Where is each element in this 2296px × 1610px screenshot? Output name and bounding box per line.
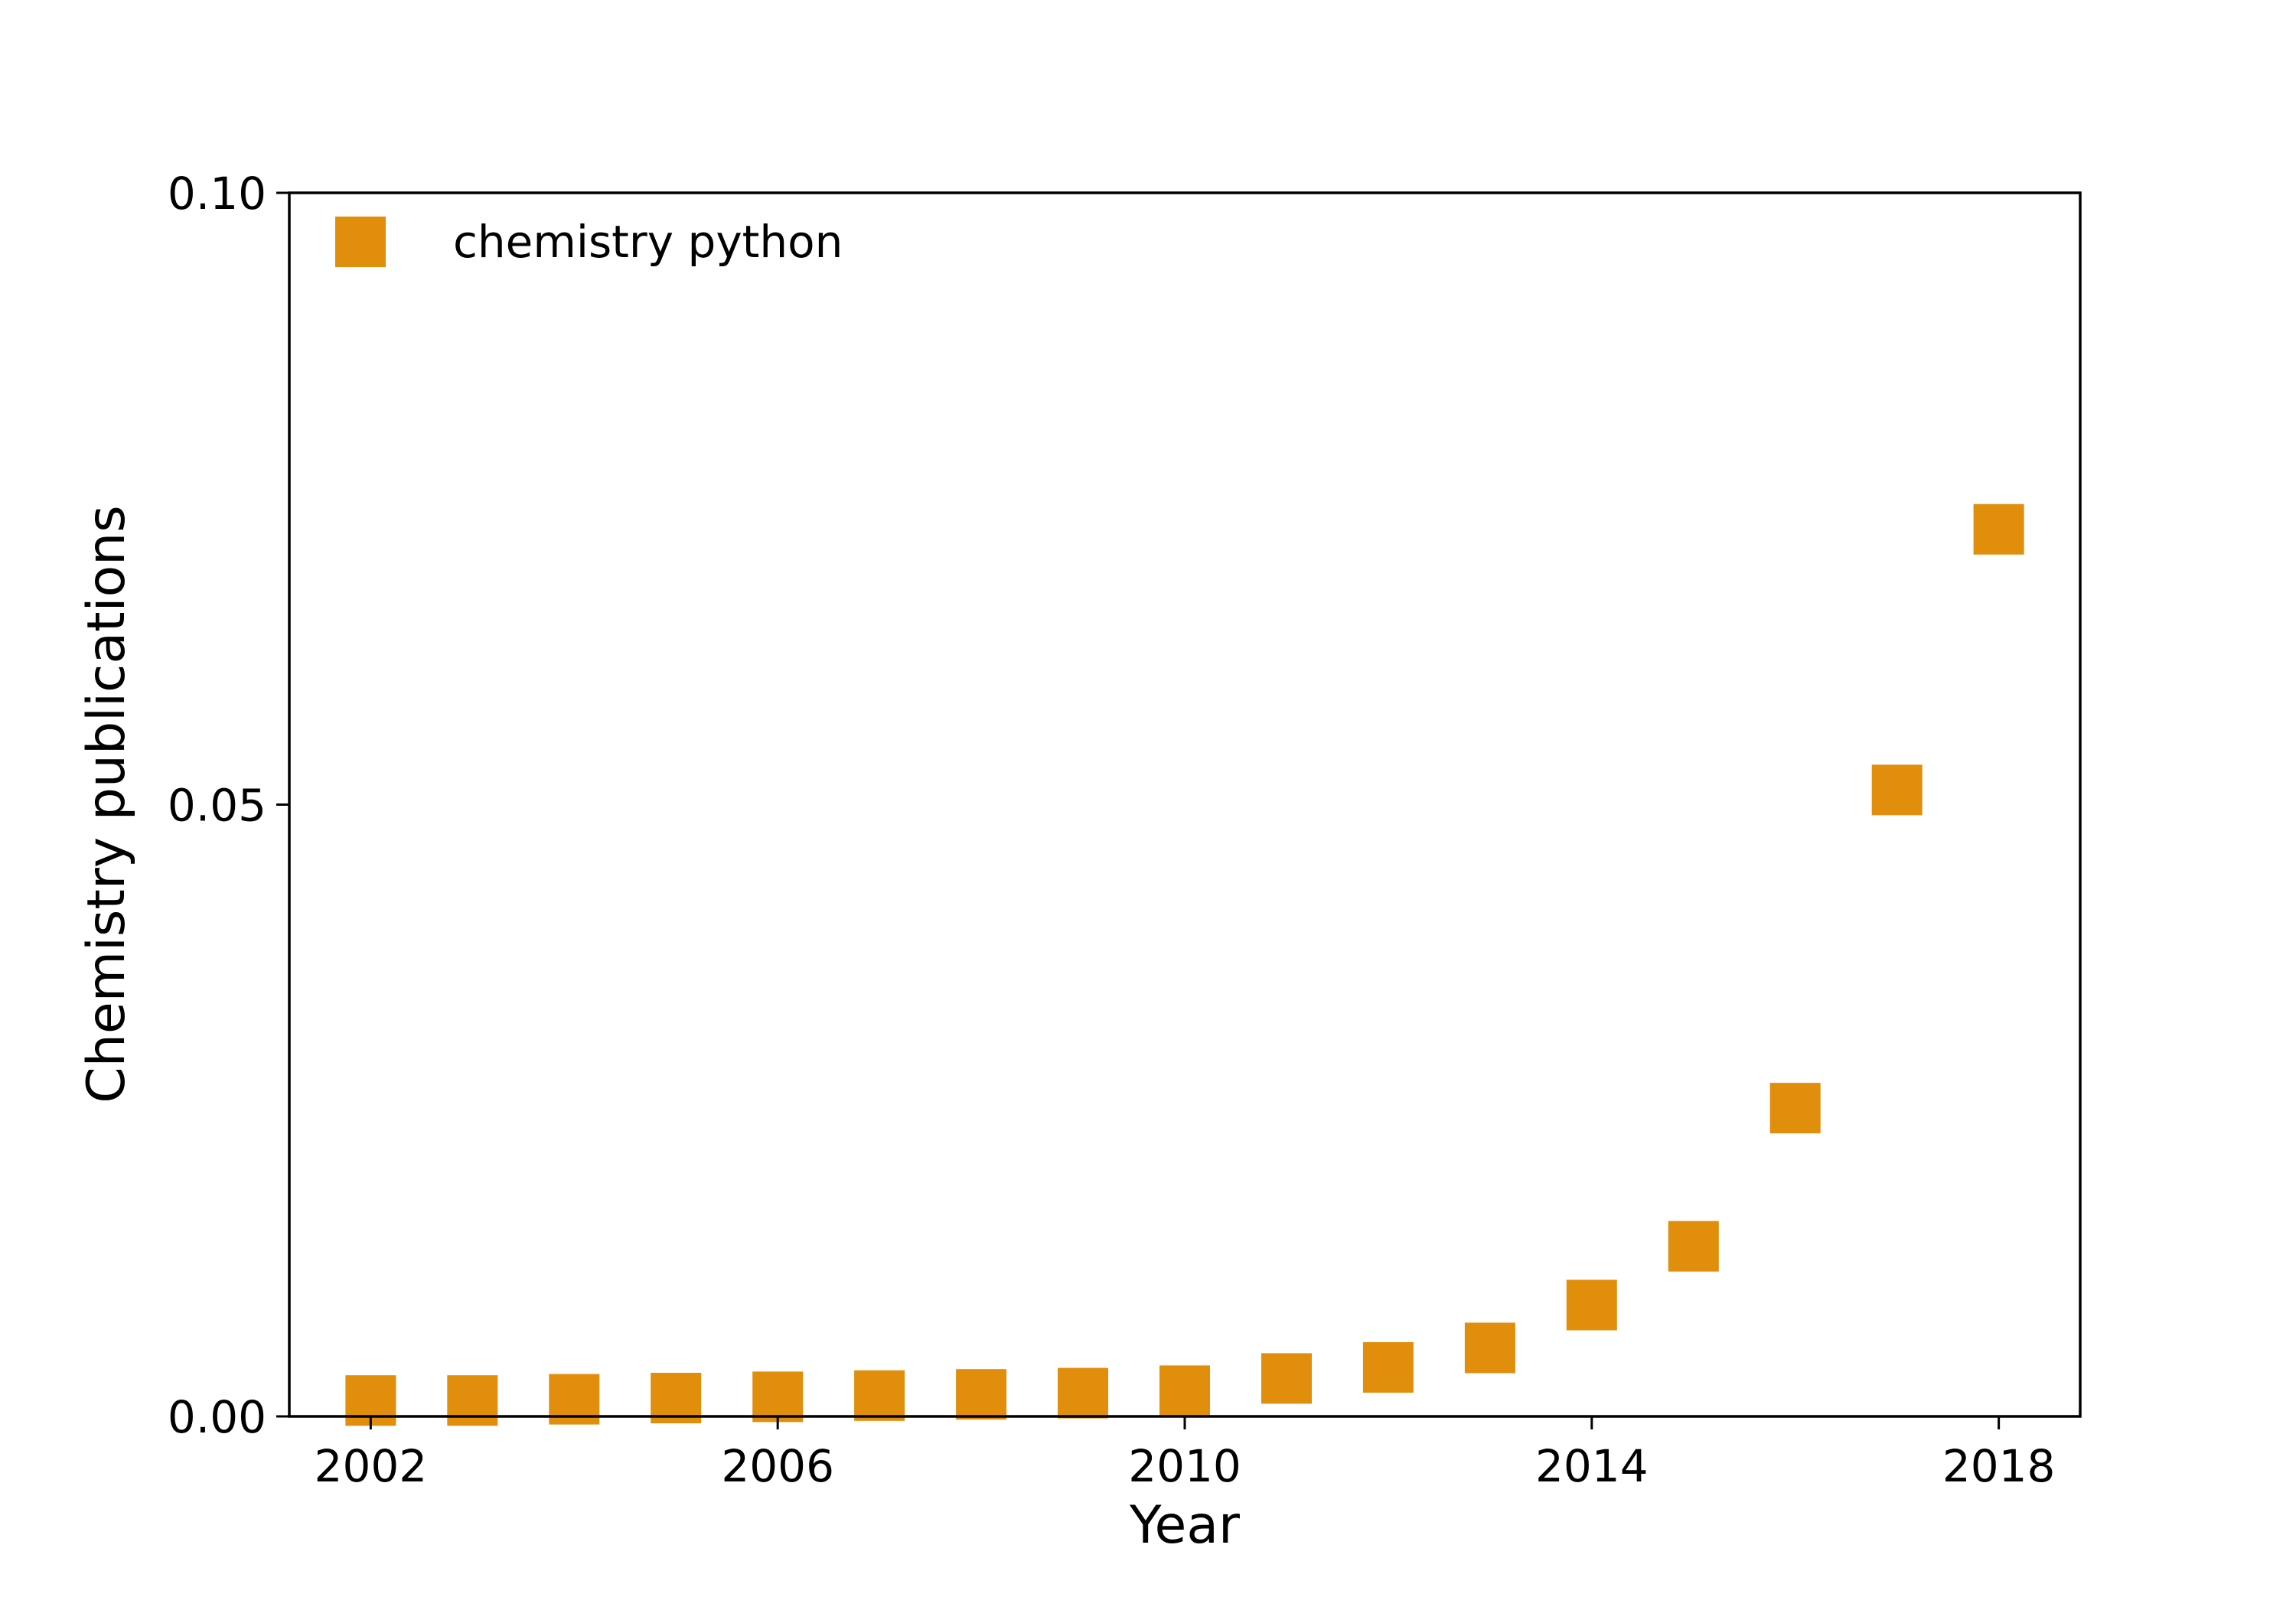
data-point-2012: [1362, 1342, 1414, 1393]
plot-frame: [288, 191, 2082, 1418]
data-point-2007: [854, 1370, 905, 1421]
x-axis-label: Year: [1129, 1495, 1240, 1556]
data-point-2016: [1769, 1083, 1821, 1134]
y-axis-label: Chemistry publications: [77, 505, 137, 1103]
data-markers: [345, 504, 2024, 1426]
x-tick-label: 2014: [1535, 1440, 1649, 1492]
data-point-2008: [956, 1369, 1007, 1420]
data-point-2017: [1871, 764, 1923, 816]
data-point-2018: [1973, 504, 2024, 555]
x-tick-label: 2006: [721, 1440, 834, 1492]
data-point-2006: [752, 1371, 804, 1423]
axis-ticks: 2002 2006 2010 2014 2018 0.00 0.05 0.10: [168, 168, 2056, 1492]
legend-marker: [335, 217, 386, 267]
y-tick-label: 0.10: [168, 168, 266, 220]
x-tick-label: 2002: [315, 1440, 428, 1492]
data-point-2014: [1566, 1279, 1617, 1331]
data-point-2003: [447, 1375, 498, 1426]
legend: chemistry python: [335, 216, 843, 268]
data-point-2009: [1058, 1367, 1108, 1419]
data-point-2010: [1159, 1365, 1210, 1416]
data-point-2005: [651, 1373, 702, 1423]
data-point-2011: [1261, 1353, 1312, 1404]
data-point-2015: [1668, 1221, 1719, 1272]
y-tick-label: 0.00: [168, 1391, 266, 1443]
data-point-2013: [1464, 1322, 1515, 1374]
x-tick-label: 2010: [1128, 1440, 1241, 1492]
legend-label-chemistry-python: chemistry python: [453, 216, 843, 268]
x-tick-label: 2018: [1942, 1440, 2056, 1492]
y-tick-label: 0.05: [168, 780, 266, 832]
